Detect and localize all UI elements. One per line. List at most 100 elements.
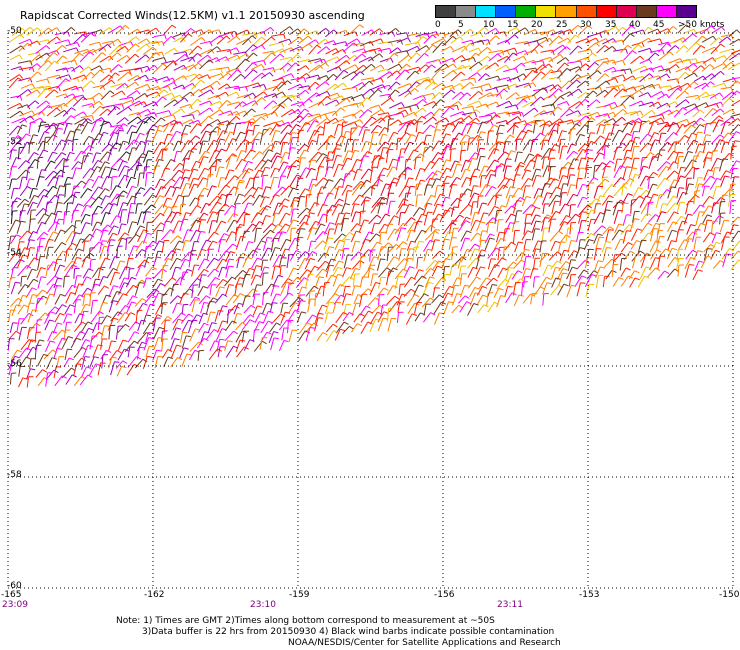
wind-barb-flag [358,251,363,255]
wind-barb [450,206,455,217]
wind-barb [513,62,522,70]
wind-barb-flag [346,267,352,270]
wind-barb-flag [439,108,444,112]
wind-barb-flag [47,60,53,65]
wind-barb [10,282,16,295]
wind-barb [702,141,707,154]
wind-barb [142,150,149,163]
wind-barb [711,108,721,117]
wind-barb-flag [170,185,176,189]
wind-barb [54,175,59,188]
wind-barb-flag [562,175,568,178]
wind-barb [99,74,110,83]
wind-barb-flag [79,294,85,298]
wind-barb [332,118,344,125]
wind-barb [298,269,308,280]
wind-barb [675,66,688,73]
wind-barb-flag [418,284,424,287]
wind-barb [577,196,584,208]
wind-barb [530,139,534,153]
wind-barb-flag [96,152,102,155]
wind-barb-flag [723,83,727,89]
wind-barb [17,104,28,109]
wind-barb-flag [472,121,478,125]
wind-barb-flag [105,257,111,261]
wind-barb [569,128,572,142]
wind-barb-flag [215,276,220,281]
wind-barb-flag [482,202,488,205]
wind-barb [89,100,100,108]
wind-barb-flag [671,247,678,251]
wind-barb [63,276,65,288]
wind-barb [38,131,45,145]
wind-barb [449,177,458,188]
wind-barb [701,93,715,99]
wind-barb [243,186,253,198]
wind-barb [484,186,493,197]
wind-barb-flag [212,297,218,301]
wind-barb-flag [355,230,362,233]
wind-barb [370,273,374,287]
wind-barb-flag [345,60,351,65]
wind-barb-flag [605,38,610,44]
wind-barb-flag [235,116,241,120]
wind-barb [227,91,237,97]
wind-barb [730,230,739,242]
wind-barb [547,149,552,161]
wind-barb-flag [430,267,435,272]
wind-barb-flag [26,230,32,235]
wind-barb-flag [454,284,460,287]
wind-barb-flag [517,151,523,154]
wind-barb-flag [18,54,23,60]
wind-barb-flag [621,116,626,121]
wind-barb [54,264,61,277]
wind-barb [279,62,289,71]
wind-barb-flag [13,187,19,190]
wind-barb [550,44,564,54]
wind-barb [182,82,193,90]
wind-barb [350,223,358,232]
wind-barb-flag [43,231,49,236]
wind-barb-flag [198,89,203,94]
wind-barb [398,284,401,296]
wind-barb [296,108,305,118]
wind-barb [26,27,38,36]
wind-barb-flag [147,66,151,72]
wind-barb [523,107,535,117]
wind-barb-flag [265,113,269,119]
wind-barb [479,230,483,242]
wind-barb-flag [109,68,113,73]
wind-barb-flag [354,285,360,287]
wind-barb [226,155,232,169]
wind-barb-flag [244,110,248,116]
wind-barb [523,120,536,126]
wind-barb [145,91,158,97]
wind-barb-flag [526,123,532,127]
wind-barb-flag [441,82,446,88]
wind-barb-flag [438,260,444,264]
wind-barb [368,233,377,243]
wind-barb [459,150,462,161]
wind-barb [548,211,557,223]
wind-barb [215,258,223,270]
wind-barb-flag [319,276,325,279]
wind-barb [593,203,597,214]
wind-barb-flag [485,183,491,187]
wind-barb-flag [730,34,734,40]
wind-barb-flag [504,31,507,37]
wind-barb [442,89,452,98]
wind-barb [584,209,592,223]
wind-barb [226,186,235,198]
wind-barb [97,302,104,316]
wind-barb [297,149,305,162]
wind-barb [541,192,548,205]
wind-barb-flag [176,150,182,153]
wind-barb [182,229,189,243]
wind-barb-flag [600,266,606,269]
wind-barb [38,85,51,89]
wind-barb-flag [556,186,562,190]
wind-barb-flag [338,66,342,72]
wind-barb [163,122,170,133]
wind-barb-flag [678,151,684,154]
wind-barb [332,41,346,46]
